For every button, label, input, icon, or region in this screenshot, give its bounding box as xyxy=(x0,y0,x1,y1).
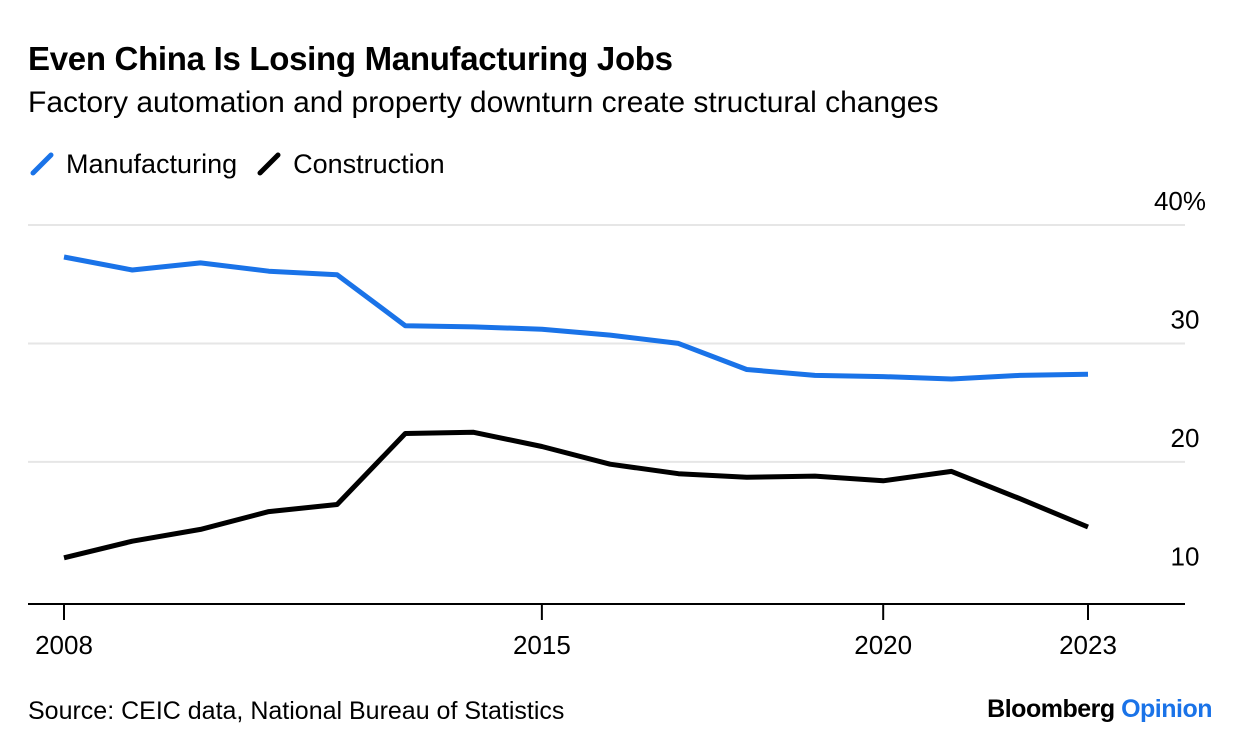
x-tick-label-2015: 2015 xyxy=(513,630,571,660)
series-line-manufacturing xyxy=(63,254,1089,382)
legend-item-construction: Construction xyxy=(255,149,445,180)
x-axis: 2008 2015 2020 2023 xyxy=(28,603,1185,660)
y-tick-label-40: 40% xyxy=(1154,186,1206,216)
legend-label-manufacturing: Manufacturing xyxy=(66,148,238,179)
legend-swatch-manufacturing xyxy=(30,152,54,176)
legend-label-construction: Construction xyxy=(293,148,445,179)
brand-logo: Bloomberg Opinion xyxy=(987,695,1212,724)
source-note: Source: CEIC data, National Bureau of St… xyxy=(28,697,565,725)
y-tick-label-10: 10 xyxy=(1171,541,1200,571)
series-line-construction xyxy=(63,429,1089,561)
legend-swatch-construction xyxy=(257,152,281,176)
x-tick-label-2020: 2020 xyxy=(854,630,912,660)
y-tick-label-20: 20 xyxy=(1171,423,1200,453)
x-tick-label-2023: 2023 xyxy=(1059,630,1117,660)
brand-secondary: Opinion xyxy=(1121,695,1212,723)
y-tick-label-30: 30 xyxy=(1171,304,1200,334)
chart-title: Even China Is Losing Manufacturing Jobs xyxy=(28,40,673,77)
legend-item-manufacturing: Manufacturing xyxy=(28,149,237,180)
chart-subtitle: Factory automation and property downturn… xyxy=(28,86,939,119)
x-tick-label-2008: 2008 xyxy=(35,630,93,660)
brand-primary: Bloomberg xyxy=(987,695,1115,723)
series-lines xyxy=(63,254,1089,561)
legend: Manufacturing Construction xyxy=(28,146,463,182)
y-axis-ticks: 10 20 30 40% xyxy=(1154,186,1206,571)
line-chart: 10 20 30 40% 2008 2015 2020 2023 xyxy=(28,186,1206,660)
